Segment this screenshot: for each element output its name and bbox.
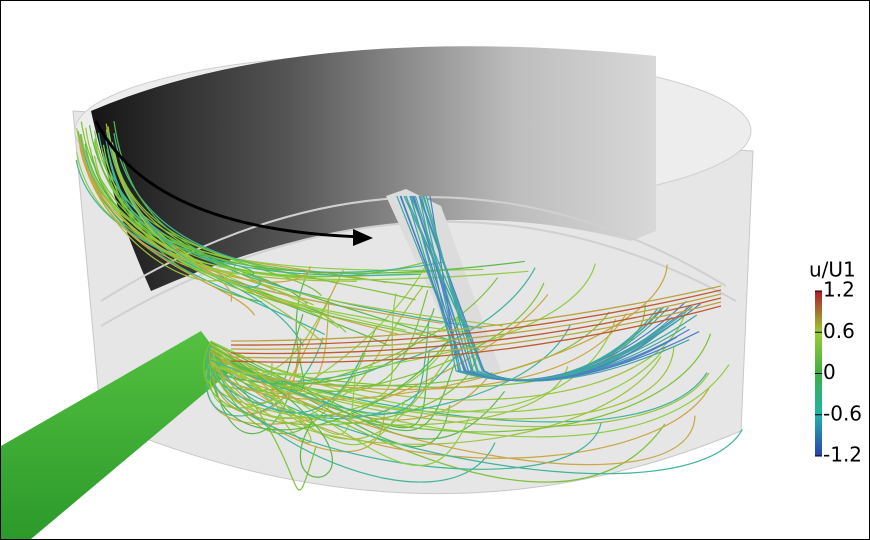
colorbar-tick-label: 0 — [823, 360, 836, 384]
colorbar-tick-label: -0.6 — [823, 401, 862, 425]
colorbar-tick-label: 0.6 — [823, 319, 855, 343]
colorbar-tick-label: 1.2 — [823, 278, 855, 302]
colorbar-tick-label: -1.2 — [823, 443, 862, 467]
colorbar-ticks: 1.2 0.6 0 -0.6 -1.2 — [815, 278, 862, 467]
visualization: u/U1 1.20.60-0.6-1.2 — [0, 0, 870, 540]
scene: u/U1 1.20.60-0.6-1.2 — [1, 1, 869, 539]
